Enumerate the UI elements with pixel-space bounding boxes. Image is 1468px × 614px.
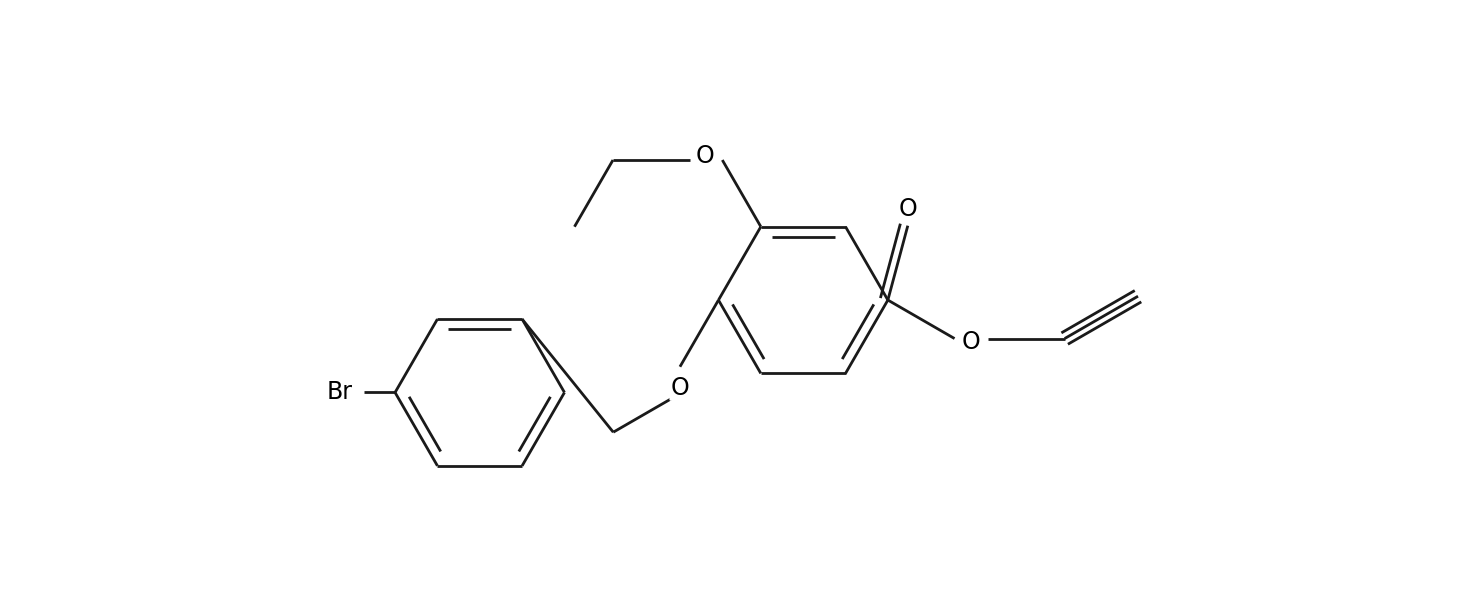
Text: O: O: [671, 376, 690, 400]
Text: O: O: [898, 196, 918, 221]
Text: Br: Br: [326, 381, 352, 405]
Text: O: O: [696, 144, 715, 168]
Text: O: O: [962, 330, 981, 354]
